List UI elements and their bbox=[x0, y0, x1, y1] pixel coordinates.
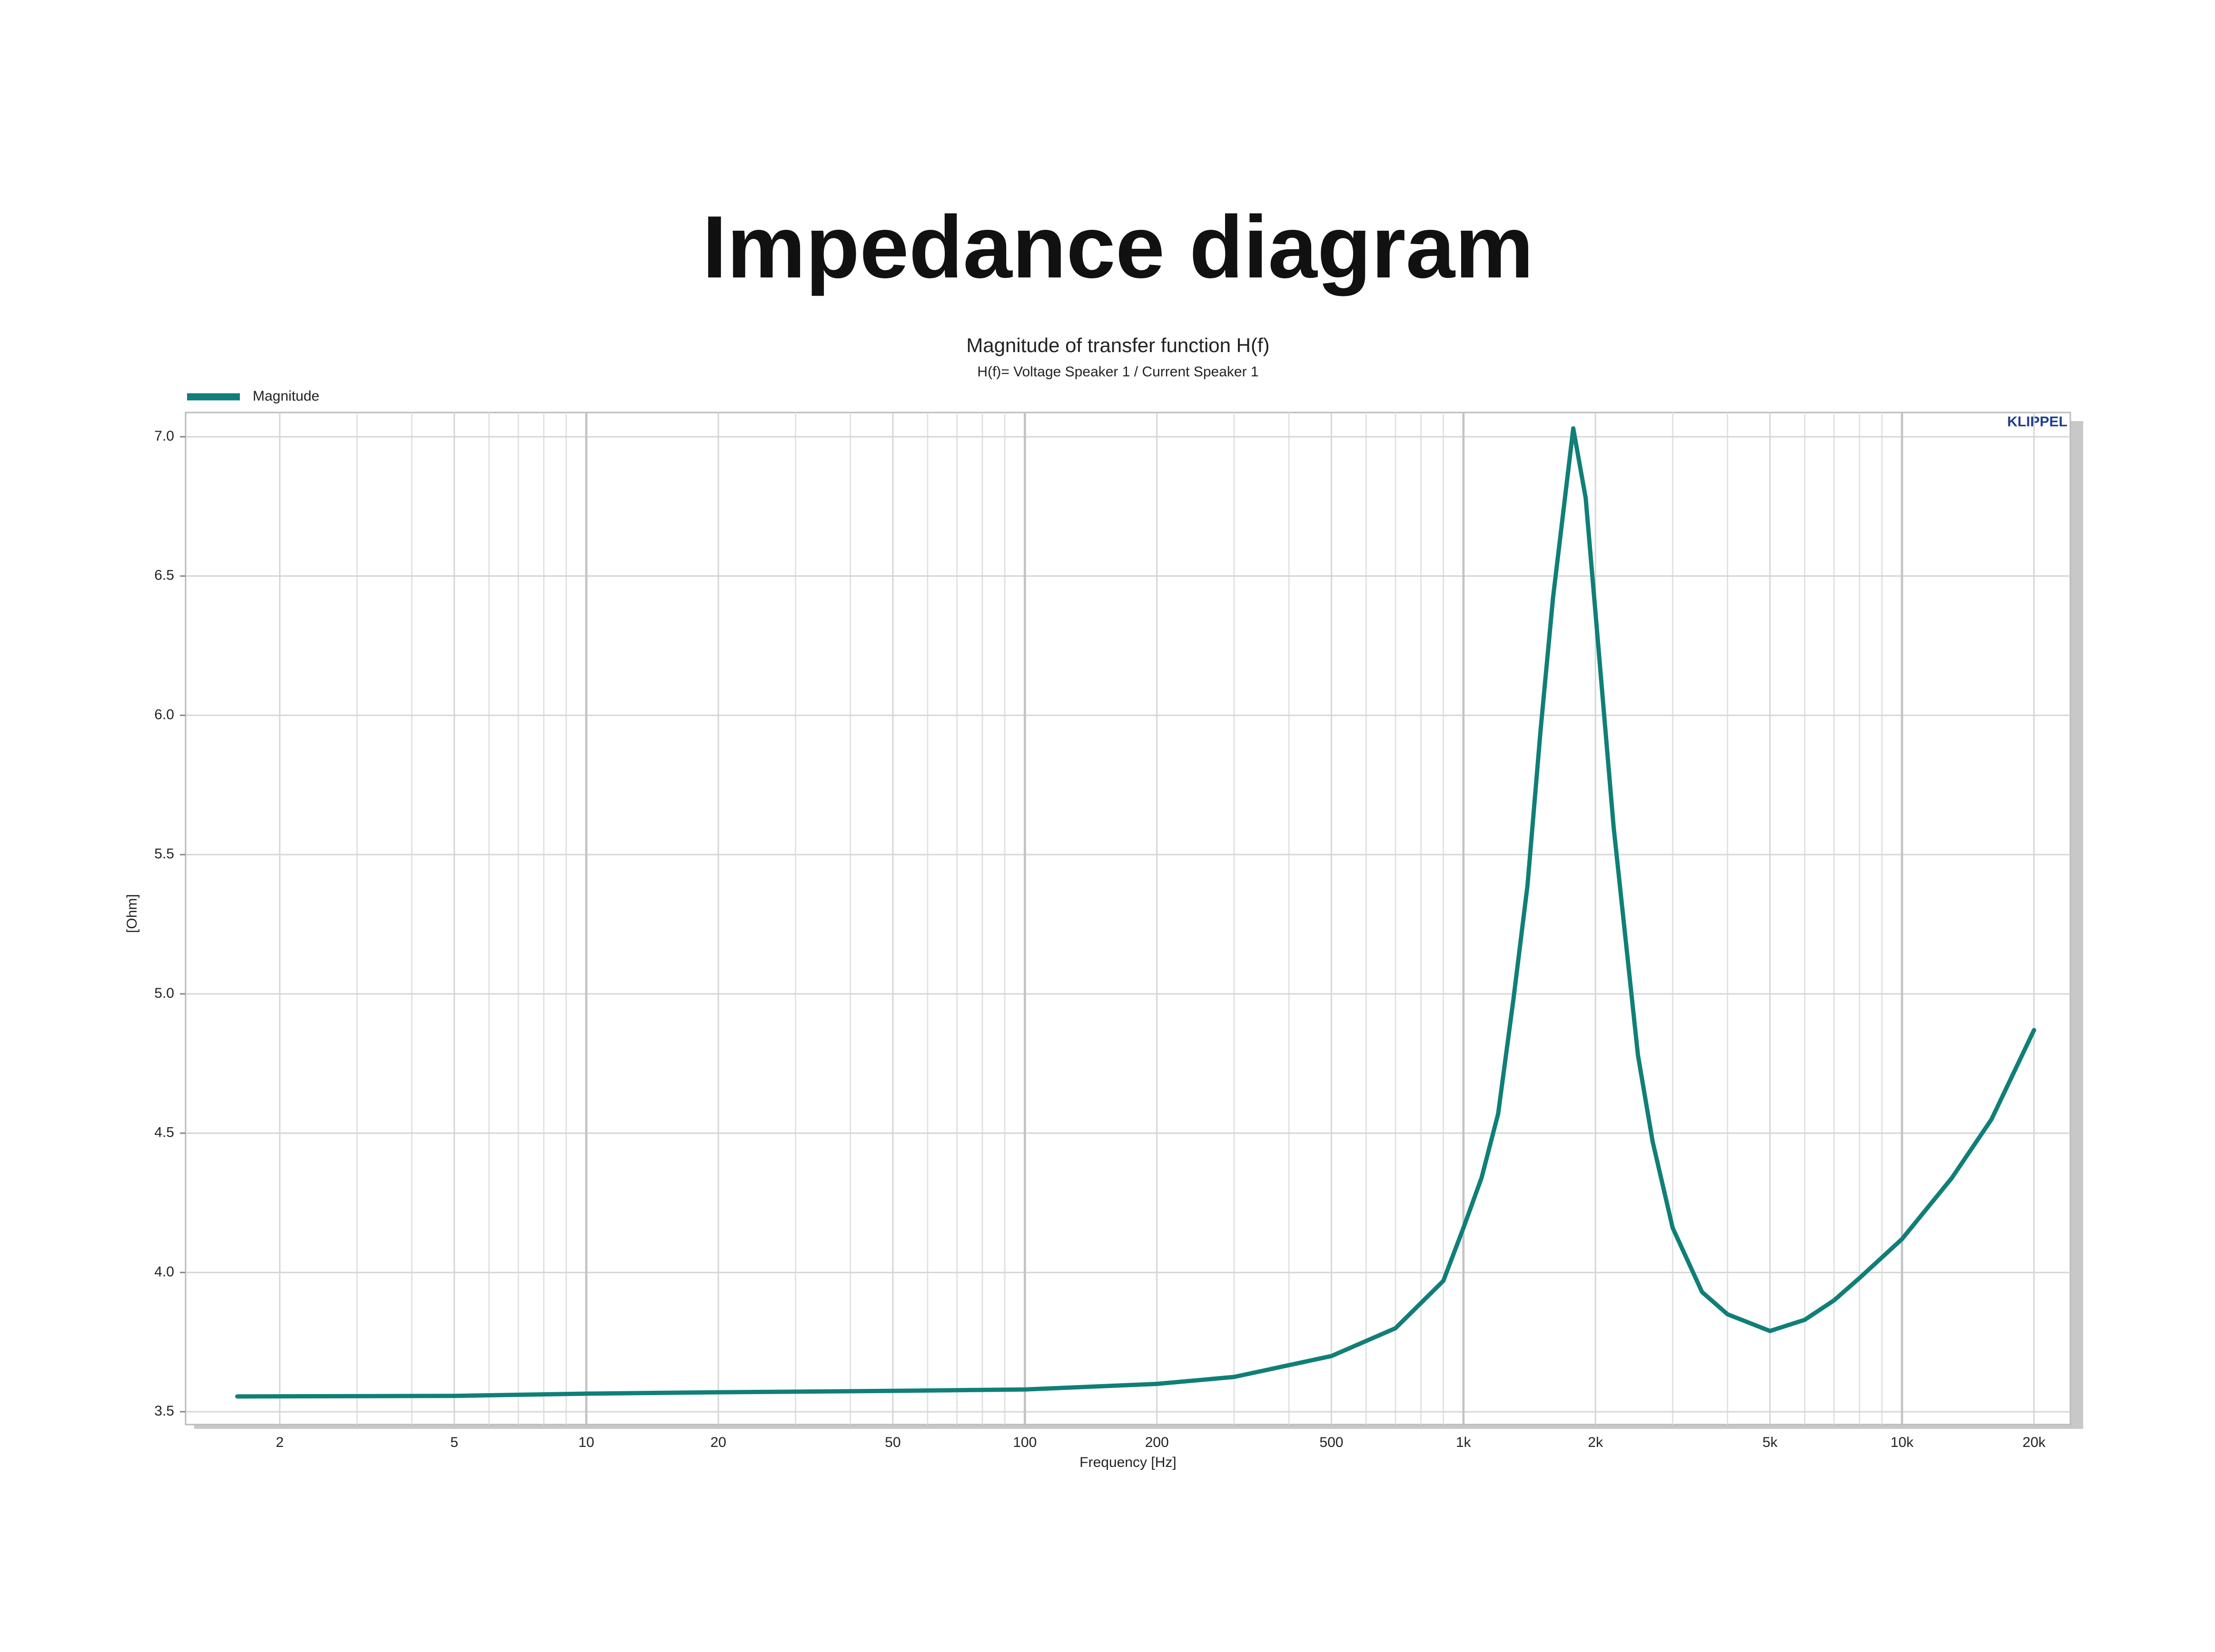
x-tick-label: 500 bbox=[1319, 1435, 1343, 1450]
x-tick-label: 20 bbox=[711, 1435, 726, 1450]
x-tick-label: 50 bbox=[885, 1435, 900, 1450]
x-tick-label: 200 bbox=[1145, 1435, 1169, 1450]
x-tick-label: 100 bbox=[1013, 1435, 1037, 1450]
y-tick-label: 6.5 bbox=[154, 568, 174, 583]
x-tick-label: 1k bbox=[1456, 1435, 1472, 1450]
legend-label: Magnitude bbox=[253, 388, 319, 404]
chart-subtitle: H(f)= Voltage Speaker 1 / Current Speake… bbox=[977, 364, 1258, 380]
y-tick-label: 4.5 bbox=[154, 1125, 174, 1141]
watermark: KLIPPEL bbox=[2007, 414, 2067, 430]
chart-title: Magnitude of transfer function H(f) bbox=[966, 334, 1269, 356]
y-tick-label: 6.0 bbox=[154, 707, 174, 722]
x-tick-label: 10k bbox=[1890, 1435, 1914, 1450]
plot-area bbox=[185, 412, 2071, 1426]
x-axis-label: Frequency [Hz] bbox=[1079, 1455, 1176, 1470]
x-tick-label: 2k bbox=[1588, 1435, 1603, 1450]
page-title: Impedance diagram bbox=[702, 198, 1534, 296]
x-tick-label: 5 bbox=[450, 1435, 458, 1450]
y-tick-label: 7.0 bbox=[154, 428, 174, 444]
y-tick-label: 5.5 bbox=[154, 846, 174, 862]
y-axis-label: [Ohm] bbox=[124, 894, 140, 933]
x-tick-label: 2 bbox=[276, 1435, 284, 1450]
y-tick-label: 3.5 bbox=[154, 1403, 174, 1419]
y-tick-label: 5.0 bbox=[154, 985, 174, 1001]
x-tick-label: 10 bbox=[578, 1435, 594, 1450]
line-series bbox=[235, 426, 2037, 1399]
x-tick-label: 5k bbox=[1762, 1435, 1778, 1450]
y-tick-label: 4.0 bbox=[154, 1264, 174, 1279]
x-tick-label: 20k bbox=[2023, 1435, 2046, 1450]
